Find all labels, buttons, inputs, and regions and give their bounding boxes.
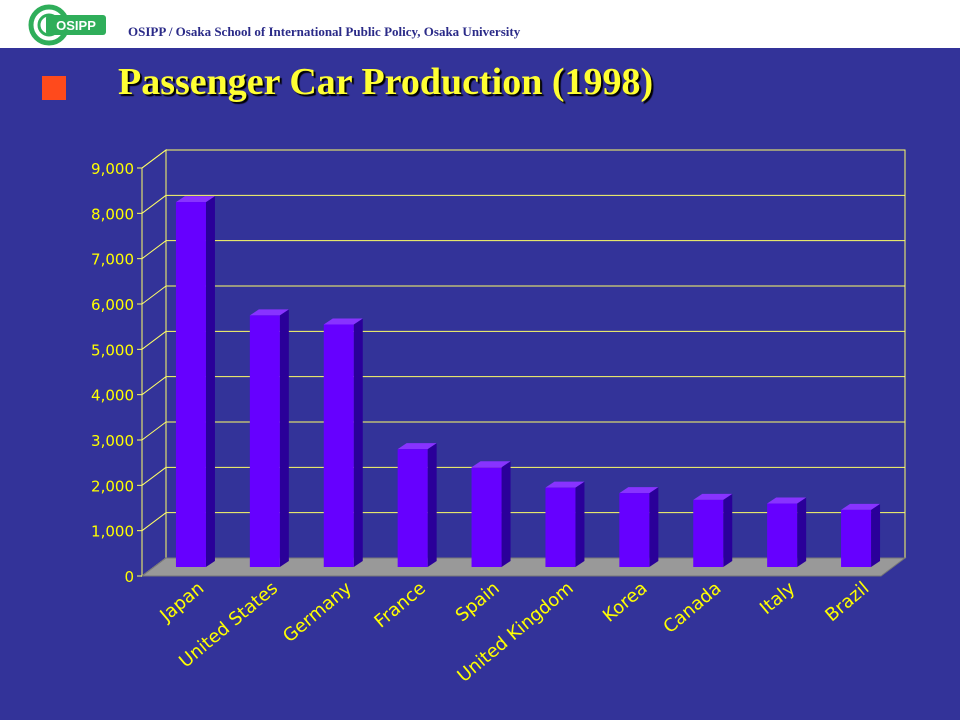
bar-side bbox=[575, 481, 585, 567]
bar-top bbox=[397, 443, 437, 450]
bar-5 bbox=[545, 481, 585, 567]
gridline-side bbox=[141, 285, 167, 305]
bar-side bbox=[797, 497, 807, 567]
x-category-label: Spain bbox=[452, 578, 504, 626]
gridline-side bbox=[141, 421, 167, 441]
bar-front bbox=[693, 499, 724, 567]
bar-front bbox=[397, 449, 428, 567]
gridline-side bbox=[141, 194, 167, 214]
bar-1 bbox=[249, 309, 289, 567]
y-tick-label: 4,000 bbox=[91, 387, 134, 405]
y-tick-label: 1,000 bbox=[91, 523, 134, 541]
chart-side-wall bbox=[141, 149, 167, 577]
gridline-side bbox=[141, 466, 167, 486]
chart-bars bbox=[175, 196, 881, 568]
bar-side bbox=[649, 487, 659, 567]
bar-0 bbox=[175, 196, 215, 568]
y-tick-label: 7,000 bbox=[91, 251, 134, 269]
bar-top bbox=[175, 196, 215, 203]
bar-front bbox=[841, 509, 872, 567]
bar-side bbox=[871, 503, 881, 567]
bar-6 bbox=[619, 487, 659, 567]
x-category-label: Italy bbox=[756, 578, 800, 619]
bar-front bbox=[767, 503, 798, 567]
y-tick-label: 0 bbox=[124, 568, 134, 586]
bar-side bbox=[427, 443, 437, 567]
osipp-logo: OSIPP bbox=[28, 4, 106, 46]
svg-text:OSIPP: OSIPP bbox=[56, 18, 96, 33]
x-category-label: Germany bbox=[279, 578, 356, 647]
bar-8 bbox=[767, 497, 807, 567]
x-category-label: France bbox=[371, 578, 430, 633]
y-tick-label: 6,000 bbox=[91, 296, 134, 314]
bar-top bbox=[619, 487, 659, 494]
title-bullet bbox=[42, 76, 66, 100]
bar-front bbox=[249, 315, 280, 567]
bar-front bbox=[471, 467, 502, 567]
bar-2 bbox=[323, 318, 363, 567]
bar-top bbox=[545, 481, 585, 488]
y-tick-label: 2,000 bbox=[91, 477, 134, 495]
bar-4 bbox=[471, 461, 511, 567]
x-category-label: Korea bbox=[599, 578, 652, 627]
bar-side bbox=[279, 309, 289, 567]
x-category-label: Japan bbox=[155, 578, 208, 627]
bar-front bbox=[545, 487, 576, 567]
gridline-side bbox=[141, 376, 167, 396]
gridline-side bbox=[141, 149, 167, 169]
x-category-label: Brazil bbox=[821, 578, 873, 626]
header-band: OSIPP OSIPP / Osaka School of Internatio… bbox=[0, 0, 960, 48]
bar-side bbox=[205, 196, 215, 568]
bar-front bbox=[175, 202, 206, 568]
bar-top bbox=[841, 503, 881, 510]
bar-side bbox=[353, 318, 363, 567]
y-tick-label: 5,000 bbox=[91, 341, 134, 359]
chart-back-wall bbox=[165, 149, 906, 559]
gridline-side bbox=[141, 330, 167, 350]
bar-front bbox=[619, 493, 650, 567]
bar-top bbox=[693, 493, 733, 500]
gridline-side bbox=[141, 512, 167, 532]
x-category-label: Canada bbox=[659, 578, 725, 638]
institution-name: OSIPP / Osaka School of International Pu… bbox=[128, 24, 521, 39]
slide-title: Passenger Car Production (1998) bbox=[118, 61, 654, 103]
bar-top bbox=[471, 461, 511, 468]
bar-9 bbox=[841, 503, 881, 567]
bar-top bbox=[323, 318, 363, 325]
bar-side bbox=[501, 461, 511, 567]
gridline-side bbox=[141, 240, 167, 260]
y-tick-label: 8,000 bbox=[91, 205, 134, 223]
bar-top bbox=[767, 497, 807, 504]
bar-side bbox=[723, 493, 733, 567]
y-tick-label: 9,000 bbox=[91, 160, 134, 178]
bar-3 bbox=[397, 443, 437, 567]
bar-7 bbox=[693, 493, 733, 567]
y-tick-label: 3,000 bbox=[91, 432, 134, 450]
bar-front bbox=[323, 324, 354, 567]
bar-top bbox=[249, 309, 289, 316]
